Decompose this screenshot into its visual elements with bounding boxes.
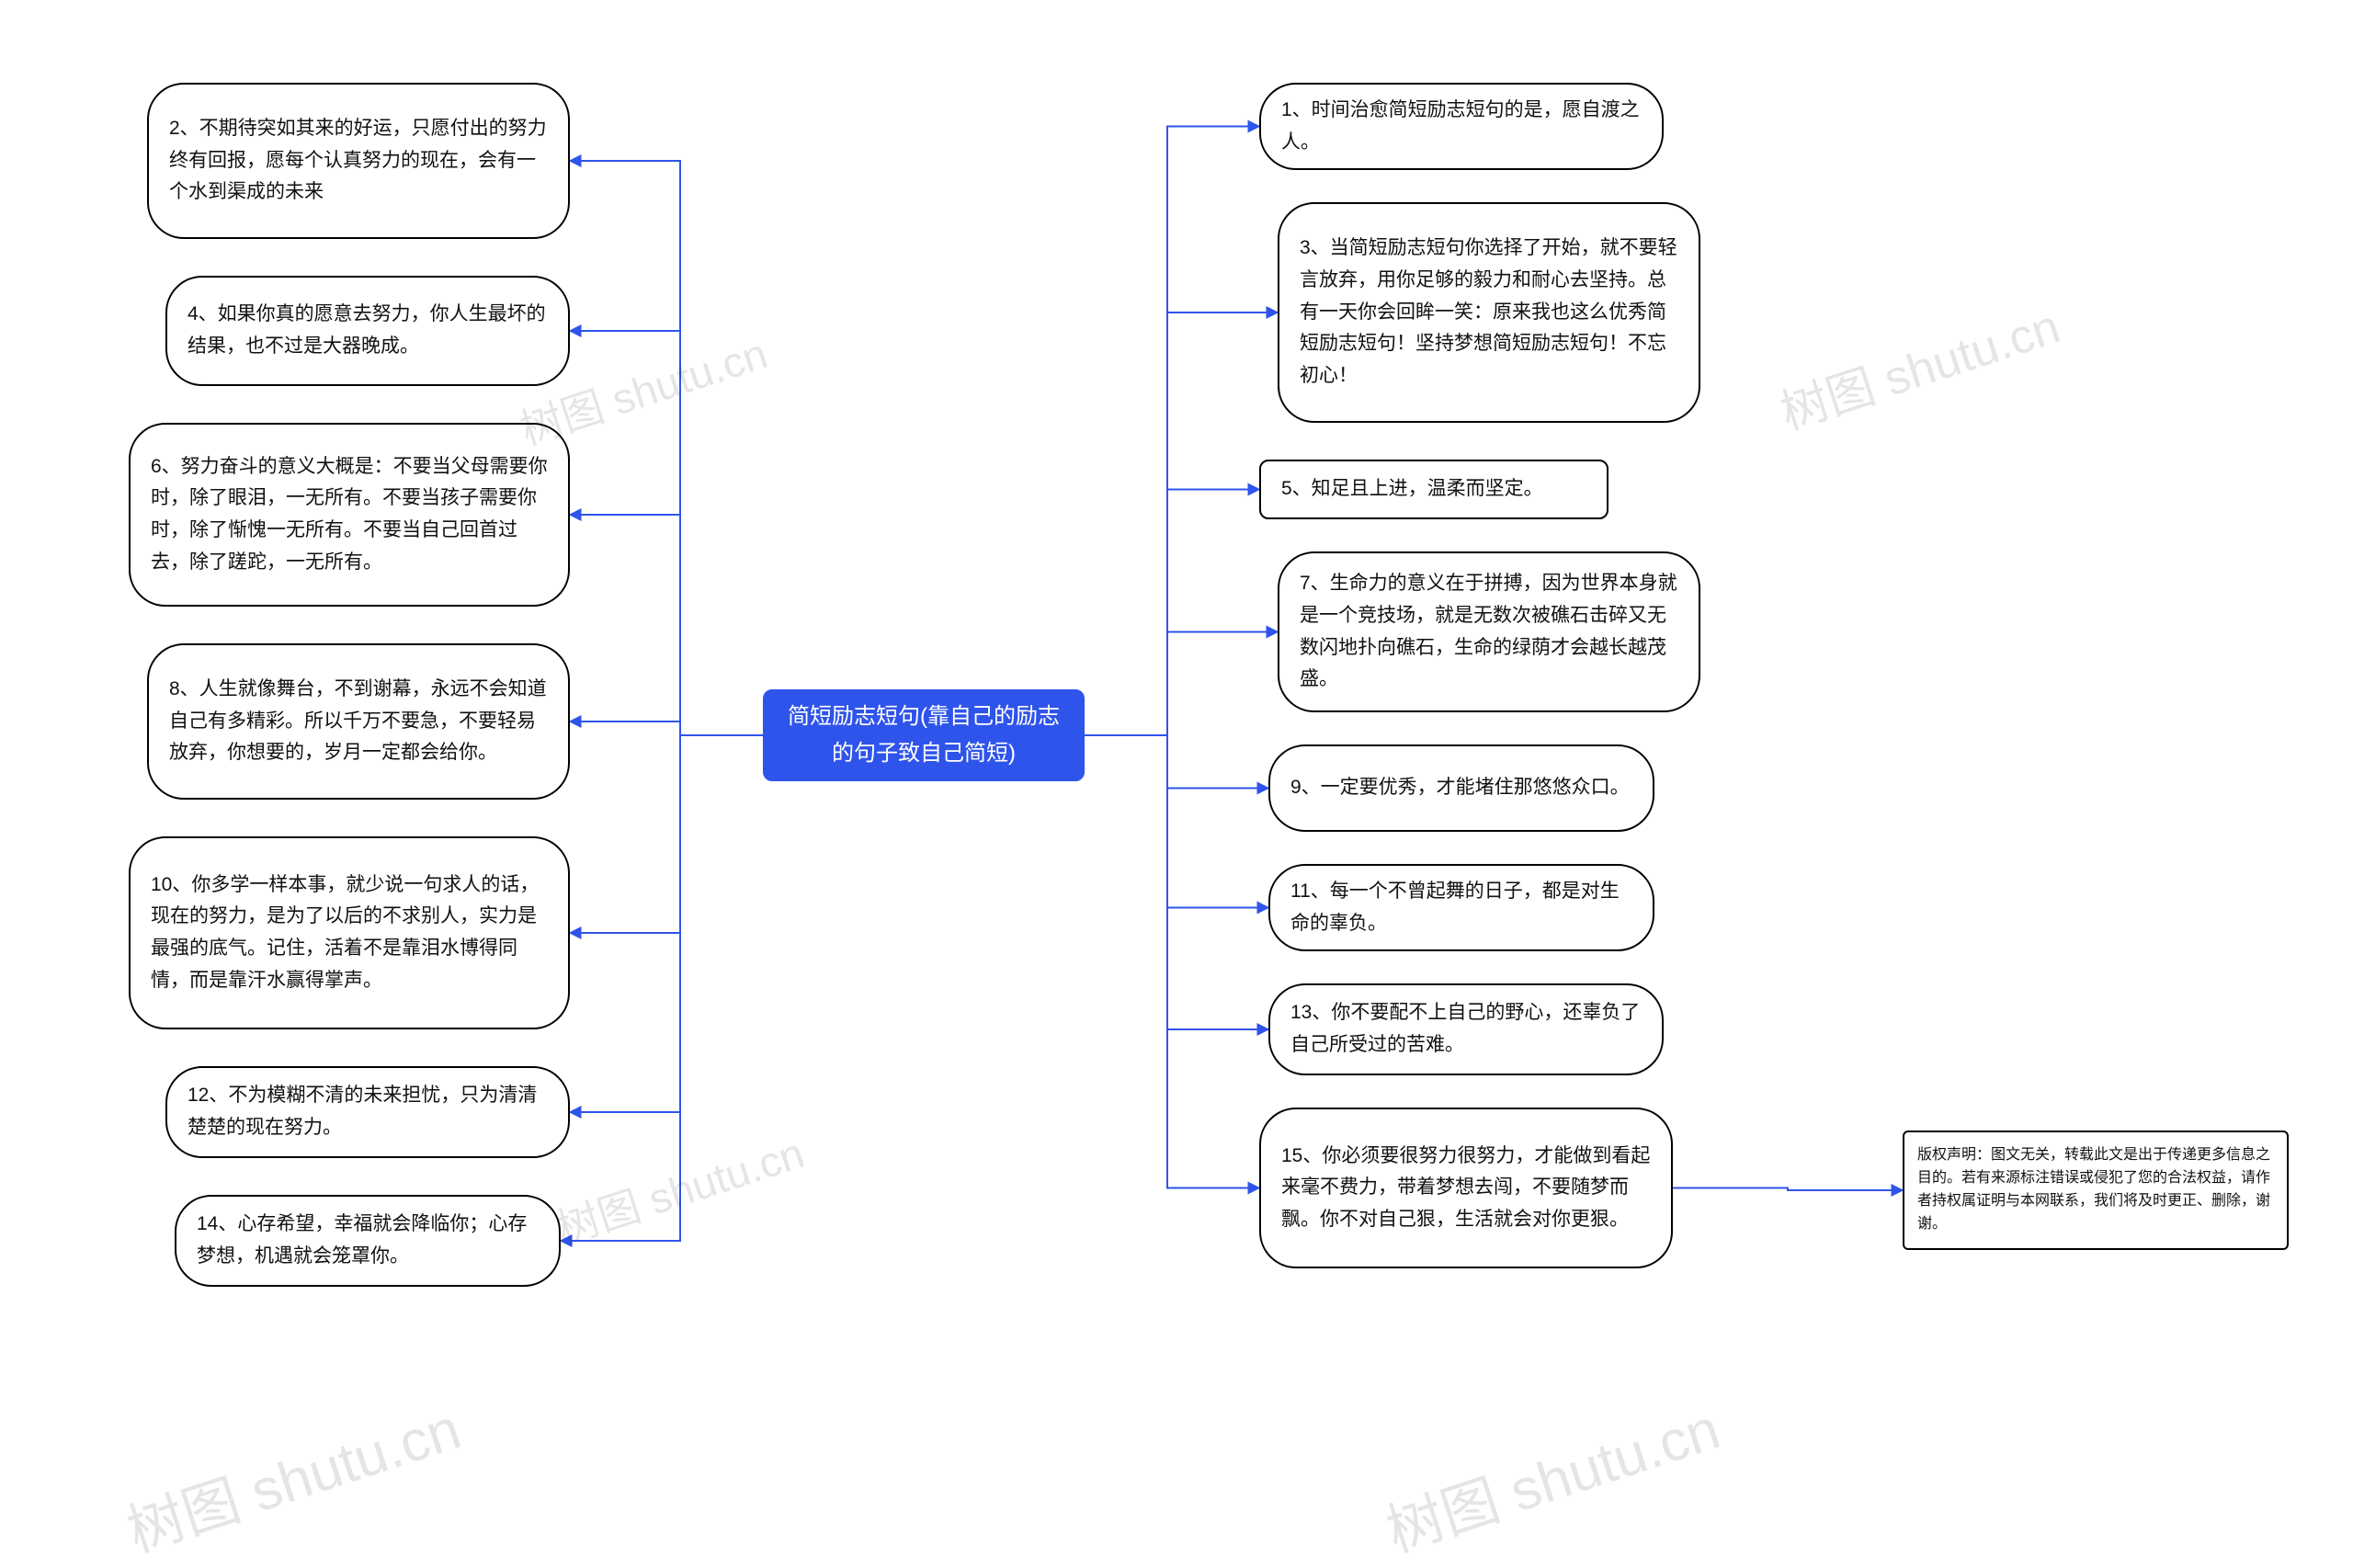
mindmap-node[interactable]: 15、你必须要很努力很努力，才能做到看起来毫不费力，带着梦想去闯，不要随梦而飘。…: [1259, 1108, 1673, 1268]
node-text: 2、不期待突如其来的好运，只愿付出的努力终有回报，愿每个认真努力的现在，会有一个…: [169, 113, 548, 209]
mindmap-canvas: 2、不期待突如其来的好运，只愿付出的努力终有回报，愿每个认真努力的现在，会有一个…: [0, 0, 2353, 1502]
center-node-text: 简短励志短句(靠自己的励志的句子致自己简短): [785, 699, 1063, 771]
mindmap-node[interactable]: 13、你不要配不上自己的野心，还辜负了自己所受过的苦难。: [1268, 983, 1664, 1075]
node-text: 10、你多学一样本事，就少说一句求人的话，现在的努力，是为了以后的不求别人，实力…: [151, 869, 548, 997]
node-text: 13、你不要配不上自己的野心，还辜负了自己所受过的苦难。: [1290, 997, 1642, 1061]
connector: [570, 735, 763, 1112]
watermark: 树图 shutu.cn: [549, 1120, 811, 1257]
node-text: 9、一定要优秀，才能堵住那悠悠众口。: [1290, 772, 1630, 804]
node-text: 6、努力奋斗的意义大概是：不要当父母需要你时，除了眼泪，一无所有。不要当孩子需要…: [151, 451, 548, 579]
mindmap-node[interactable]: 14、心存希望，幸福就会降临你；心存梦想，机遇就会笼罩你。: [175, 1195, 561, 1287]
connector: [1085, 735, 1268, 1029]
connector: [1085, 312, 1278, 735]
mindmap-node[interactable]: 5、知足且上进，温柔而坚定。: [1259, 460, 1608, 519]
connector: [561, 735, 763, 1241]
mindmap-node[interactable]: 12、不为模糊不清的未来担忧，只为清清楚楚的现在努力。: [165, 1066, 570, 1158]
connector: [570, 722, 763, 735]
connector: [570, 735, 763, 933]
watermark: 树图 shutu.cn: [1770, 288, 2067, 443]
mindmap-node[interactable]: 10、你多学一样本事，就少说一句求人的话，现在的努力，是为了以后的不求别人，实力…: [129, 836, 570, 1029]
mindmap-node[interactable]: 7、生命力的意义在于拼搏，因为世界本身就是一个竞技场，就是无数次被礁石击碎又无数…: [1278, 551, 1700, 712]
node-text: 4、如果你真的愿意去努力，你人生最坏的结果，也不过是大器晚成。: [188, 299, 548, 362]
mindmap-node[interactable]: 9、一定要优秀，才能堵住那悠悠众口。: [1268, 744, 1654, 832]
mindmap-node[interactable]: 1、时间治愈简短励志短句的是，愿自渡之人。: [1259, 83, 1664, 170]
connector: [1085, 735, 1268, 789]
watermark: 树图 shutu.cn: [1374, 1382, 1728, 1568]
mindmap-node[interactable]: 4、如果你真的愿意去努力，你人生最坏的结果，也不过是大器晚成。: [165, 276, 570, 386]
connector: [1085, 735, 1268, 908]
node-text: 15、你必须要很努力很努力，才能做到看起来毫不费力，带着梦想去闯，不要随梦而飘。…: [1281, 1141, 1651, 1236]
mindmap-node[interactable]: 8、人生就像舞台，不到谢幕，永远不会知道自己有多精彩。所以千万不要急，不要轻易放…: [147, 643, 570, 800]
copyright-text: 版权声明：图文无关，转载此文是出于传递更多信息之目的。若有来源标注错误或侵犯了您…: [1917, 1144, 2274, 1235]
connector: [570, 515, 763, 735]
node-text: 7、生命力的意义在于拼搏，因为世界本身就是一个竞技场，就是无数次被礁石击碎又无数…: [1300, 568, 1678, 696]
mindmap-node[interactable]: 11、每一个不曾起舞的日子，都是对生命的辜负。: [1268, 864, 1654, 951]
connector: [1085, 735, 1259, 1188]
copyright-node: 版权声明：图文无关，转载此文是出于传递更多信息之目的。若有来源标注错误或侵犯了您…: [1903, 1131, 2289, 1250]
connector: [1085, 127, 1259, 736]
node-text: 3、当简短励志短句你选择了开始，就不要轻言放弃，用你足够的毅力和耐心去坚持。总有…: [1300, 233, 1678, 392]
node-text: 5、知足且上进，温柔而坚定。: [1281, 473, 1543, 506]
connector: [1085, 632, 1278, 736]
mindmap-node[interactable]: 2、不期待突如其来的好运，只愿付出的努力终有回报，愿每个认真努力的现在，会有一个…: [147, 83, 570, 239]
node-text: 12、不为模糊不清的未来担忧，只为清清楚楚的现在努力。: [188, 1080, 548, 1143]
connector: [570, 331, 763, 735]
mindmap-node[interactable]: 6、努力奋斗的意义大概是：不要当父母需要你时，除了眼泪，一无所有。不要当孩子需要…: [129, 423, 570, 607]
connector: [570, 161, 763, 735]
mindmap-node[interactable]: 3、当简短励志短句你选择了开始，就不要轻言放弃，用你足够的毅力和耐心去坚持。总有…: [1278, 202, 1700, 423]
node-text: 1、时间治愈简短励志短句的是，愿自渡之人。: [1281, 95, 1642, 158]
node-text: 8、人生就像舞台，不到谢幕，永远不会知道自己有多精彩。所以千万不要急，不要轻易放…: [169, 674, 548, 769]
connector: [1673, 1188, 1903, 1191]
mindmap-center-node[interactable]: 简短励志短句(靠自己的励志的句子致自己简短): [763, 689, 1085, 781]
node-text: 11、每一个不曾起舞的日子，都是对生命的辜负。: [1290, 876, 1632, 939]
connector: [1085, 490, 1259, 736]
watermark: 树图 shutu.cn: [115, 1382, 469, 1568]
node-text: 14、心存希望，幸福就会降临你；心存梦想，机遇就会笼罩你。: [197, 1209, 539, 1272]
